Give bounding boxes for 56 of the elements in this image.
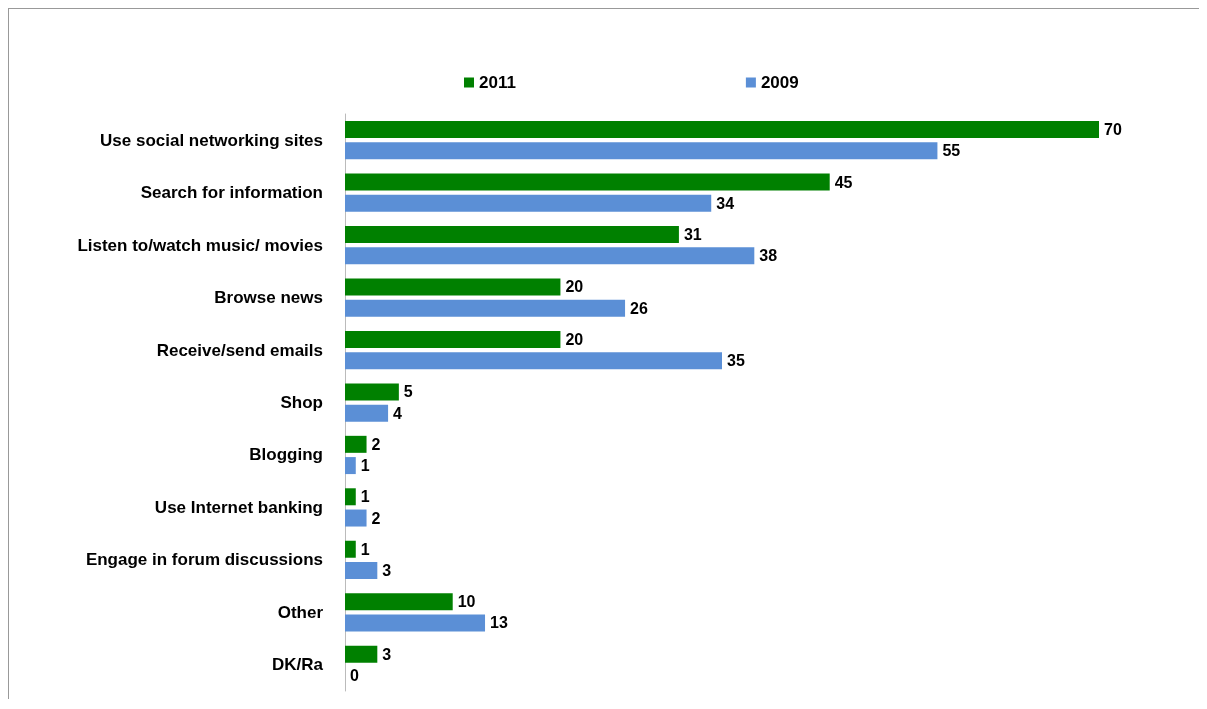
bar [345,352,722,370]
bar [345,194,712,212]
y-tick-label: DK/Ra [271,655,324,675]
legend-label: 2011 [479,73,516,92]
bar [345,142,938,160]
data-label: 34 [716,194,735,212]
y-tick-label: Blogging [249,445,323,465]
data-label: 0 [350,666,359,684]
y-tick-label: Listen to/watch music/ movies [77,235,323,255]
y-tick-label: Browse news [214,288,323,308]
bar [345,226,679,244]
data-label: 35 [727,352,745,370]
data-label: 1 [360,540,370,558]
data-label: 3 [382,561,392,579]
bar [345,299,626,317]
data-label: 45 [834,173,853,191]
data-label: 5 [403,383,413,401]
bar [345,488,356,506]
data-label: 70 [1104,121,1122,139]
legend-label: 2009 [760,73,799,92]
data-label: 3 [382,645,392,663]
y-tick-label: Other [277,602,324,622]
bar [345,404,389,422]
data-label: 20 [565,278,584,296]
bar [345,457,356,475]
y-tick-label: Engage in forum discussions [85,550,323,570]
data-label: 10 [457,593,476,611]
bar [345,278,561,296]
data-label: 2 [371,509,381,527]
bar [345,121,1099,139]
bar [345,509,367,527]
data-label: 55 [942,142,961,160]
bar [345,593,453,611]
data-label: 38 [759,247,778,265]
bar [345,330,561,348]
y-tick-label: Use Internet banking [154,497,323,517]
y-tick-label: Receive/send emails [156,340,323,360]
bar [345,247,755,265]
bar [345,614,486,632]
y-tick-label: Shop [280,393,323,412]
data-label: 13 [490,614,508,632]
y-tick-label: Use social networking sites [100,130,323,150]
data-label: 1 [360,488,370,506]
bar [345,435,367,453]
data-label: 31 [683,226,702,244]
y-tick-label: Search for information [140,183,323,203]
bar [345,540,356,558]
bar [345,645,378,663]
data-label: 20 [565,330,584,348]
bar [345,561,378,579]
data-label: 1 [360,457,370,475]
bar [345,383,399,401]
data-label: 4 [393,404,403,422]
bar [345,173,830,191]
data-label: 26 [630,299,648,317]
data-label: 2 [371,435,381,453]
